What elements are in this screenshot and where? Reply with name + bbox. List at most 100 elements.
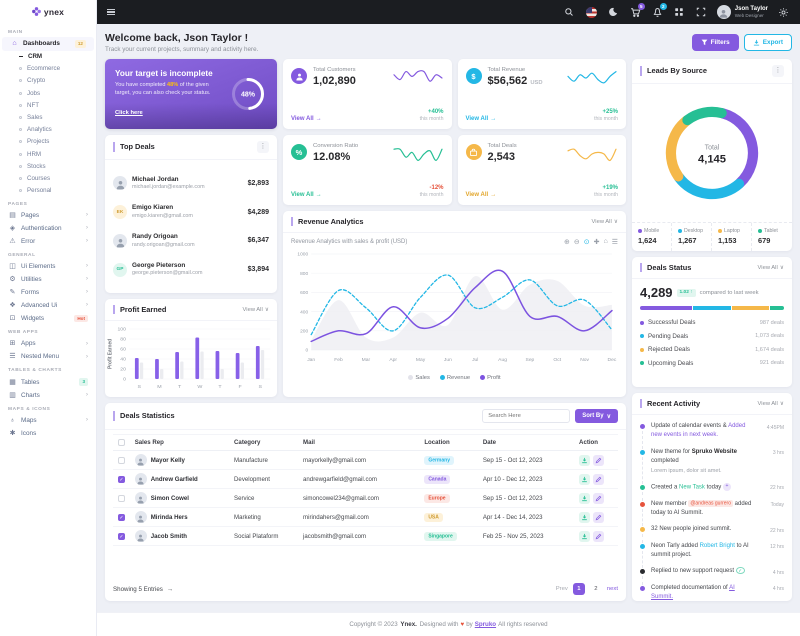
top-deal-row[interactable]: Michael Jordan michael.jordan@example.com…: [105, 176, 277, 191]
zoom-selection-icon[interactable]: ⊙: [583, 239, 590, 247]
download-button[interactable]: [579, 530, 591, 542]
row-checkbox[interactable]: [118, 494, 125, 502]
sidebar-subitem-ecommerce[interactable]: Ecommerce: [0, 63, 96, 75]
sidebar-item-tables[interactable]: ▦ Tables 3: [0, 375, 96, 389]
user-menu[interactable]: Json Taylor Web Designer: [716, 5, 768, 19]
pagination-prev[interactable]: Prev: [555, 586, 568, 592]
column-header-location[interactable]: Location: [419, 433, 478, 452]
legend-item-revenue[interactable]: Revenue: [439, 375, 470, 381]
sidebar-subitem-courses[interactable]: Courses: [0, 172, 96, 184]
activity-view-all[interactable]: View All ∨: [757, 400, 784, 407]
sidebar-item-authentication[interactable]: ◈ Authentication ›: [0, 222, 96, 235]
export-button[interactable]: Export: [743, 34, 792, 51]
stat-view-all-link[interactable]: View All →: [291, 192, 322, 198]
filters-button[interactable]: Filters: [691, 34, 739, 51]
spruko-link[interactable]: Spruko: [474, 621, 497, 628]
activity-link[interactable]: New Task: [679, 484, 705, 491]
sidebar-item-utilities[interactable]: ⚙ Utilities ›: [0, 273, 96, 286]
zoom-in-icon[interactable]: ⊕: [563, 239, 570, 247]
search-icon[interactable]: [563, 6, 576, 19]
download-button[interactable]: [579, 454, 591, 466]
ui-elements-icon: ◫: [9, 262, 16, 270]
chart-menu-icon[interactable]: ☰: [611, 239, 618, 247]
menu-toggle-icon[interactable]: [107, 8, 115, 16]
row-checkbox[interactable]: ✓: [118, 532, 125, 540]
edit-button[interactable]: [593, 454, 605, 466]
activity-link[interactable]: Robert Bright: [699, 542, 735, 549]
download-button[interactable]: [579, 473, 591, 485]
sidebar-item-apps[interactable]: ⊞ Apps ›: [0, 337, 96, 350]
status-label: Pending Deals: [648, 332, 689, 340]
search-input[interactable]: [482, 409, 571, 423]
row-checkbox[interactable]: [118, 456, 125, 464]
sidebar-item-ui-elements[interactable]: ◫ Ui Elements ›: [0, 260, 96, 273]
sidebar-item-dashboards[interactable]: ⌂ Dashboards 12: [2, 37, 94, 51]
revenue-view-all[interactable]: View All ∨: [591, 218, 618, 225]
sidebar-subitem-nft[interactable]: NFT: [0, 99, 96, 111]
sidebar-item-nested-menu[interactable]: ☰ Nested Menu ›: [0, 350, 96, 363]
stat-view-all-link[interactable]: View All →: [291, 116, 322, 122]
logo[interactable]: ynex: [0, 0, 96, 24]
sidebar-subitem-crm[interactable]: CRM: [0, 51, 96, 63]
sidebar-item-forms[interactable]: ✎ Forms ›: [0, 286, 96, 299]
stat-view-all-link[interactable]: View All →: [465, 192, 497, 198]
edit-button[interactable]: [593, 492, 605, 504]
sidebar-item-pages[interactable]: ▤ Pages ›: [0, 209, 96, 222]
top-deals-options-icon[interactable]: ⋮: [257, 141, 269, 153]
sidebar-item-icons[interactable]: ✱ Icons: [0, 427, 96, 440]
pagination-page-1[interactable]: 1: [572, 583, 585, 595]
legend-item-sales[interactable]: Sales: [408, 375, 430, 381]
pagination-page-2[interactable]: 2: [594, 586, 598, 592]
top-deal-row[interactable]: GP George Pieterson george.pieterson@gmail…: [105, 262, 277, 277]
column-header-category[interactable]: Category: [229, 433, 299, 452]
sidebar-item-charts[interactable]: ▥ Charts ›: [0, 389, 96, 402]
dark-mode-moon-icon[interactable]: [607, 6, 620, 19]
row-checkbox[interactable]: ✓: [118, 513, 125, 521]
activity-link[interactable]: AI Summit.: [651, 584, 735, 600]
notifications-bell-icon[interactable]: 2: [651, 2, 667, 19]
legend-item-profit[interactable]: Profit: [480, 375, 501, 381]
settings-gear-icon[interactable]: [777, 6, 790, 19]
edit-button[interactable]: [593, 530, 605, 542]
column-header-action[interactable]: Action: [574, 433, 618, 452]
sidebar-subitem-analytics[interactable]: Analytics: [0, 124, 96, 136]
column-header-mail[interactable]: Mail: [298, 433, 420, 452]
cart-icon[interactable]: 5: [629, 2, 645, 19]
download-button[interactable]: [579, 492, 591, 504]
sidebar-subitem-jobs[interactable]: Jobs: [0, 87, 96, 99]
apps-grid-icon[interactable]: [673, 6, 686, 19]
sort-by-button[interactable]: Sort By ∨: [575, 409, 618, 423]
edit-button[interactable]: [593, 511, 605, 523]
language-flag-icon[interactable]: [585, 6, 598, 19]
mention-badge[interactable]: @andreas gurrero: [688, 500, 733, 508]
pagination-next[interactable]: next: [606, 586, 618, 592]
top-deal-row[interactable]: EK Emigo Kiaren emigo.kiaren@gmail.com $4,2…: [105, 204, 277, 220]
activity-link[interactable]: Added new events in next week.: [651, 423, 746, 439]
zoom-out-icon[interactable]: ⊖: [573, 239, 580, 247]
leads-options-icon[interactable]: ⋮: [772, 65, 784, 77]
sidebar-subitem-sales[interactable]: Sales: [0, 111, 96, 123]
sidebar-item-error[interactable]: ⚠ Error ›: [0, 235, 96, 248]
sidebar-item-advanced-ui[interactable]: ❖ Advanced Ui ›: [0, 299, 96, 312]
deals-status-view-all[interactable]: View All ∨: [757, 264, 784, 271]
sidebar-subitem-personal[interactable]: Personal: [0, 185, 96, 197]
pan-icon[interactable]: ✚: [593, 239, 600, 247]
sidebar-subitem-hrm[interactable]: HRM: [0, 148, 96, 160]
column-header-date[interactable]: Date: [477, 433, 575, 452]
sidebar-subitem-crypto[interactable]: Crypto: [0, 75, 96, 87]
target-click-here-link[interactable]: Click here: [115, 109, 143, 116]
profit-view-all[interactable]: View All ∨: [242, 306, 269, 313]
reset-home-icon[interactable]: ⌂: [603, 238, 608, 246]
row-checkbox[interactable]: ✓: [118, 475, 125, 483]
select-all-checkbox[interactable]: [118, 439, 125, 446]
sidebar-subitem-stocks[interactable]: Stocks: [0, 160, 96, 172]
column-header-sales-rep[interactable]: Sales Rep: [129, 433, 230, 452]
sidebar-item-widgets[interactable]: ⊡ Widgets Hot: [0, 312, 96, 326]
top-deal-row[interactable]: Randy Origoan randy.origoan@gmail.com $6,3…: [105, 233, 277, 248]
stat-view-all-link[interactable]: View All →: [465, 116, 497, 122]
fullscreen-icon[interactable]: [695, 6, 708, 19]
sidebar-item-maps[interactable]: ♁ Maps ›: [0, 414, 96, 427]
sidebar-subitem-projects[interactable]: Projects: [0, 136, 96, 148]
download-button[interactable]: [579, 511, 591, 523]
edit-button[interactable]: [593, 473, 605, 485]
